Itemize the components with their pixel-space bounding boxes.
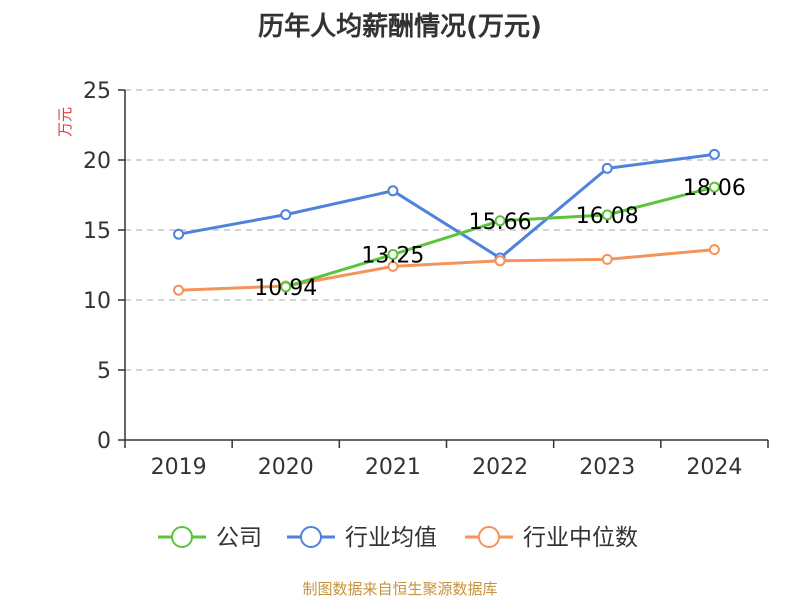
series-line	[178, 248, 715, 292]
x-tick-label: 2020	[258, 455, 314, 480]
series-point	[280, 281, 292, 293]
x-tick-label: 2024	[686, 455, 742, 480]
legend-label: 行业均值	[345, 525, 437, 551]
series-line	[178, 152, 715, 260]
series-point	[387, 249, 399, 260]
chart-title: 历年人均薪酬情况(万元)	[258, 12, 542, 42]
series-point	[601, 209, 613, 221]
y-tick-label: 15	[83, 219, 111, 244]
grid-lines	[125, 89, 768, 371]
series-point	[173, 228, 185, 240]
legend-marker	[300, 526, 322, 548]
data-label: 16.08	[576, 204, 639, 229]
series-point	[280, 209, 292, 221]
series-point	[601, 162, 613, 174]
y-tick-label: 10	[83, 289, 111, 314]
y-tick-label: 0	[97, 429, 111, 454]
legend-label: 公司	[216, 525, 262, 551]
legend: 公司 行业均值 行业中位数	[158, 525, 638, 551]
series-point	[494, 215, 506, 227]
series-point	[173, 284, 185, 296]
legend-item: 行业均值	[287, 525, 437, 551]
x-tick-label: 2023	[579, 455, 635, 480]
y-tick-label: 25	[83, 79, 111, 104]
series-line	[285, 185, 715, 289]
footer-source: 制图数据来自恒生聚源数据库	[302, 580, 498, 598]
axes: 0 5 10 15 20 25 2019 2020 2021 2022 2023 2024	[83, 79, 769, 480]
x-tick-label: 2021	[365, 455, 421, 480]
legend-item: 公司	[158, 525, 262, 551]
series-point	[708, 148, 720, 160]
data-labels: 10.94 13.25 15.66 16.08 18.06	[254, 176, 746, 301]
series-point	[387, 185, 399, 197]
x-tick-label: 2019	[151, 455, 207, 480]
legend-item: 行业中位数	[465, 525, 638, 551]
data-label: 18.06	[683, 176, 746, 201]
series-point	[708, 181, 720, 193]
legend-marker	[478, 526, 500, 548]
series-point	[494, 255, 506, 267]
legend-marker	[171, 526, 193, 548]
series-point	[601, 253, 613, 265]
data-label: 10.94	[254, 276, 317, 301]
legend-label: 行业中位数	[523, 525, 638, 551]
series-point	[387, 260, 399, 272]
x-tick-label: 2022	[472, 455, 528, 480]
series-point	[708, 244, 720, 256]
y-tick-label: 5	[97, 359, 111, 384]
data-label: 15.66	[469, 210, 532, 235]
y-tick-label: 20	[83, 149, 111, 174]
series-lines	[173, 148, 720, 296]
y-axis-label: 万元	[56, 107, 74, 137]
data-label: 13.25	[361, 244, 424, 269]
